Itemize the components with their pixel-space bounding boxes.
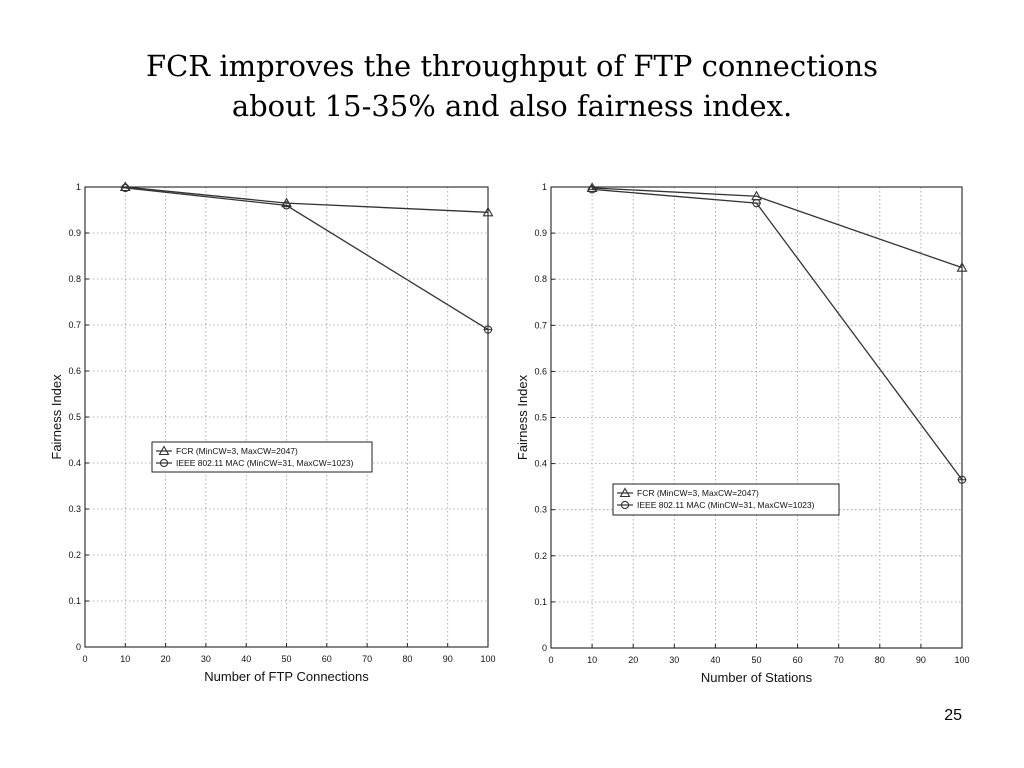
y-tick-label: 0.2 <box>534 551 547 561</box>
y-tick-label: 0 <box>76 642 81 652</box>
y-tick-label: 0.1 <box>68 596 81 606</box>
x-tick-label: 30 <box>669 655 679 665</box>
x-tick-label: 30 <box>201 654 211 664</box>
series-line-1 <box>592 187 963 269</box>
stations-fairness-chart: 0 10 20 30 40 50 60 70 80 90 100 0 0.1 0.2 0.3 0.4 0.5 0.… <box>515 182 970 685</box>
y-axis-label: Fairness Index <box>515 374 530 460</box>
x-tick-label: 20 <box>628 655 638 665</box>
y-tick-label: 0.5 <box>68 412 81 422</box>
y-tick-label: 0.7 <box>68 320 81 330</box>
series-2-point <box>483 325 493 334</box>
x-tick-label: 0 <box>82 654 87 664</box>
y-tick-label: 0.8 <box>68 274 81 284</box>
x-tick-label: 20 <box>161 654 171 664</box>
x-tick-label: 50 <box>281 654 291 664</box>
y-tick-label: 1 <box>76 182 81 192</box>
y-tick-label: 0.1 <box>534 597 547 607</box>
x-tick-label: 0 <box>548 655 553 665</box>
y-tick-label: 0.4 <box>534 459 547 469</box>
legend-entry-1: FCR (MinCW=3, MaxCW=2047) <box>637 488 759 498</box>
slide-title: FCR improves the throughput of FTP conne… <box>0 46 1024 126</box>
series-1-point <box>119 181 131 192</box>
y-tick-label: 0.7 <box>534 320 547 330</box>
ftp-fairness-chart: 0 10 20 30 40 50 60 70 80 90 100 0 0.1 0.2 0.3 0.4 0.5 0.… <box>49 181 496 684</box>
legend-box <box>612 483 840 516</box>
x-tick-label: 100 <box>954 655 969 665</box>
series-line-1 <box>125 186 489 213</box>
y-tick-label: 0.8 <box>534 274 547 284</box>
y-tick-label: 0.6 <box>534 366 547 376</box>
x-tick-label: 60 <box>793 655 803 665</box>
legend-entry-2: IEEE 802.11 MAC (MinCW=31, MaxCW=1023) <box>176 458 354 468</box>
x-tick-label: 40 <box>710 655 720 665</box>
x-axis-label: Number of Stations <box>701 670 813 685</box>
legend-entry-1: FCR (MinCW=3, MaxCW=2047) <box>176 446 298 456</box>
y-tick-label: 0.2 <box>68 550 81 560</box>
legend-marker-diamond <box>159 458 169 468</box>
series-1-point <box>586 182 598 192</box>
x-tick-label: 60 <box>322 654 332 664</box>
series-2-point <box>120 183 130 193</box>
y-tick-label: 0.4 <box>68 458 81 468</box>
legend: FCR (MinCW=3, MaxCW=2047) IEEE 802.11 MAC… <box>612 483 840 516</box>
y-tick-label: 0.3 <box>534 505 547 515</box>
x-tick-label: 10 <box>120 654 130 664</box>
x-tick-label: 50 <box>751 655 761 665</box>
y-axis-label: Fairness Index <box>49 374 64 460</box>
series-2-point <box>752 198 761 208</box>
x-tick-label: 40 <box>241 654 251 664</box>
legend: FCR (MinCW=3, MaxCW=2047) IEEE 802.11 MAC… <box>151 441 373 473</box>
legend-box <box>151 441 373 473</box>
x-tick-label: 80 <box>875 655 885 665</box>
series-2-point <box>587 185 597 194</box>
x-tick-label: 10 <box>587 655 597 665</box>
legend-marker-triangle <box>619 487 631 498</box>
series-2-point <box>282 201 291 210</box>
slide-title-line-2: about 15-35% and also fairness index. <box>231 89 793 123</box>
y-tick-label: 0.6 <box>68 366 81 376</box>
y-tick-label: 0 <box>542 643 547 653</box>
x-tick-label: 80 <box>402 654 412 664</box>
page-number: 25 <box>944 707 962 724</box>
legend-marker-triangle <box>158 445 170 456</box>
x-axis-label: Number of FTP Connections <box>204 669 369 684</box>
series-2-point <box>957 475 967 484</box>
legend-entry-2: IEEE 802.11 MAC (MinCW=31, MaxCW=1023) <box>637 500 815 510</box>
y-tick-label: 1 <box>542 182 547 192</box>
slide-title-line-1: FCR improves the throughput of FTP conne… <box>145 49 879 83</box>
x-tick-label: 90 <box>443 654 453 664</box>
y-tick-label: 0.5 <box>534 413 547 423</box>
x-tick-label: 100 <box>480 654 495 664</box>
series-1-point <box>482 206 494 217</box>
y-tick-label: 0.9 <box>534 228 547 238</box>
series-1-point <box>956 262 968 272</box>
x-tick-label: 90 <box>916 655 926 665</box>
y-tick-label: 0.3 <box>68 504 81 514</box>
x-tick-label: 70 <box>834 655 844 665</box>
x-tick-label: 70 <box>362 654 372 664</box>
legend-marker-diamond <box>620 500 630 510</box>
y-tick-label: 0.9 <box>68 228 81 238</box>
